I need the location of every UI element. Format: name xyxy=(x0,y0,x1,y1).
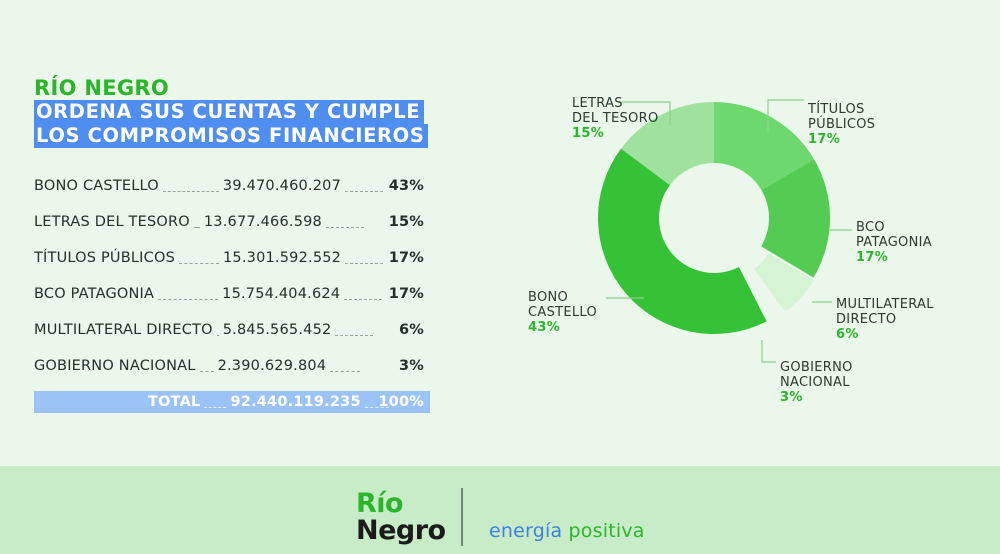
row-label: LETRAS DEL TESORO xyxy=(34,214,190,230)
slice-label-gobierno-nacional: GOBIERNO NACIONAL 3% xyxy=(780,360,853,405)
row-amount: 13.677.466.598 xyxy=(203,214,322,230)
slice-label-name: LETRAS DEL TESORO xyxy=(572,96,659,126)
donut-slice-letras-del-tesoro xyxy=(621,102,714,186)
donut-slice-bco-patagonia xyxy=(761,159,830,278)
row-amount: 39.470.460.207 xyxy=(222,178,342,194)
dotted-leader xyxy=(345,263,384,264)
total-amount: 92.440.119.235 xyxy=(230,394,361,410)
donut-chart: TÍTULOS PÚBLICOS 17% BCO PATAGONIA 17% MULTI… xyxy=(500,80,980,420)
total-percent: 100% xyxy=(378,394,424,410)
dotted-leader xyxy=(345,191,384,192)
row-label: BCO PATAGONIA xyxy=(34,286,155,302)
leader-line-gobierno-nacional xyxy=(761,340,776,363)
donut-chart-svg xyxy=(598,99,852,363)
row-label: TÍTULOS PÚBLICOS xyxy=(34,250,175,266)
headline: RÍO NEGRO ORDENA SUS CUENTAS Y CUMPLE LO… xyxy=(34,76,429,148)
row-percent: 17% xyxy=(388,250,424,266)
row-amount: 2.390.629.804 xyxy=(217,358,327,374)
title-line-1: ORDENA SUS CUENTAS Y CUMPLE xyxy=(34,100,425,124)
slice-label-percent: 17% xyxy=(856,250,889,265)
dotted-leader xyxy=(199,371,214,372)
slice-label-name: BONO CASTELLO xyxy=(528,290,598,320)
table-row: MULTILATERAL DIRECTO 5.845.565.452 6% xyxy=(34,312,430,348)
slice-label-name: TÍTULOS PÚBLICOS xyxy=(808,102,876,132)
logo-divider xyxy=(461,488,463,546)
logo-line-2: Negro xyxy=(356,515,446,546)
kicker-title: RÍO NEGRO xyxy=(34,76,170,100)
table-row: TÍTULOS PÚBLICOS 15.301.592.552 17% xyxy=(34,240,430,276)
slice-label-percent: 3% xyxy=(780,390,803,405)
main-title: ORDENA SUS CUENTAS Y CUMPLE LOS COMPROMI… xyxy=(34,100,429,148)
total-label: TOTAL xyxy=(148,394,201,410)
table-row: LETRAS DEL TESORO 13.677.466.598 15% xyxy=(34,204,430,240)
footer-band: Río Negro energía positiva xyxy=(0,466,1000,554)
tagline: energía positiva xyxy=(489,520,645,542)
slice-label-titulos-publicos: TÍTULOS PÚBLICOS 17% xyxy=(808,102,875,147)
dotted-leader xyxy=(162,191,219,192)
row-percent: 3% xyxy=(398,358,424,374)
slice-label-name: MULTILATERAL DIRECTO xyxy=(836,297,934,327)
slice-label-bono-castello: BONO CASTELLO 43% xyxy=(528,290,597,335)
slice-label-percent: 15% xyxy=(572,126,605,141)
row-percent: 17% xyxy=(388,286,424,302)
row-label: GOBIERNO NACIONAL xyxy=(34,358,196,374)
title-line-2: LOS COMPROMISOS FINANCIEROS xyxy=(34,124,429,148)
slice-label-percent: 43% xyxy=(528,320,561,335)
table-row: GOBIERNO NACIONAL 2.390.629.804 3% xyxy=(34,348,430,384)
row-amount: 15.301.592.552 xyxy=(223,250,342,266)
slice-label-bco-patagonia: BCO PATAGONIA 17% xyxy=(856,220,932,265)
slice-label-name: BCO PATAGONIA xyxy=(856,220,932,250)
row-percent: 43% xyxy=(388,178,424,194)
logo-line-1: Río xyxy=(356,488,404,519)
slice-label-letras-del-tesoro: LETRAS DEL TESORO 15% xyxy=(572,96,659,141)
dotted-leader xyxy=(325,227,364,228)
row-amount: 15.754.404.624 xyxy=(222,286,341,302)
dotted-leader xyxy=(204,407,227,408)
table-row: BCO PATAGONIA 15.754.404.624 17% xyxy=(34,276,430,312)
donut-slice-titulos-publicos xyxy=(714,102,815,191)
donut-slice-gobierno-nacional xyxy=(738,262,778,315)
dotted-leader xyxy=(344,299,383,300)
row-amount: 5.845.565.452 xyxy=(222,322,332,338)
slice-label-percent: 6% xyxy=(836,327,859,342)
total-row: TOTAL 92.440.119.235 100% xyxy=(34,391,430,413)
row-label: BONO CASTELLO xyxy=(34,178,159,194)
dotted-leader xyxy=(216,335,219,336)
row-label: MULTILATERAL DIRECTO xyxy=(34,322,213,338)
tagline-part-1: energía xyxy=(489,520,563,542)
donut-slice-bono-castello xyxy=(598,148,767,334)
row-percent: 6% xyxy=(398,322,424,338)
slice-label-multilateral-directo: MULTILATERAL DIRECTO 6% xyxy=(836,297,934,342)
table-row: BONO CASTELLO 39.470.460.207 43% xyxy=(34,168,430,204)
dotted-leader xyxy=(330,371,361,372)
slice-label-percent: 17% xyxy=(808,132,841,147)
donut-slice-multilateral-directo xyxy=(753,253,815,312)
dotted-leader xyxy=(179,263,219,264)
row-percent: 15% xyxy=(388,214,424,230)
rio-negro-logo: Río Negro xyxy=(356,490,446,544)
dotted-leader xyxy=(158,299,219,300)
tagline-part-2: positiva xyxy=(568,520,645,542)
slice-label-name: GOBIERNO NACIONAL xyxy=(780,360,853,390)
dotted-leader xyxy=(193,227,200,228)
dotted-leader xyxy=(335,335,374,336)
debt-table: BONO CASTELLO 39.470.460.207 43% LETRAS … xyxy=(34,168,430,413)
leader-line-titulos-publicos xyxy=(767,99,804,132)
leader-line-letras-del-tesoro xyxy=(618,101,671,126)
dotted-leader xyxy=(364,407,389,408)
